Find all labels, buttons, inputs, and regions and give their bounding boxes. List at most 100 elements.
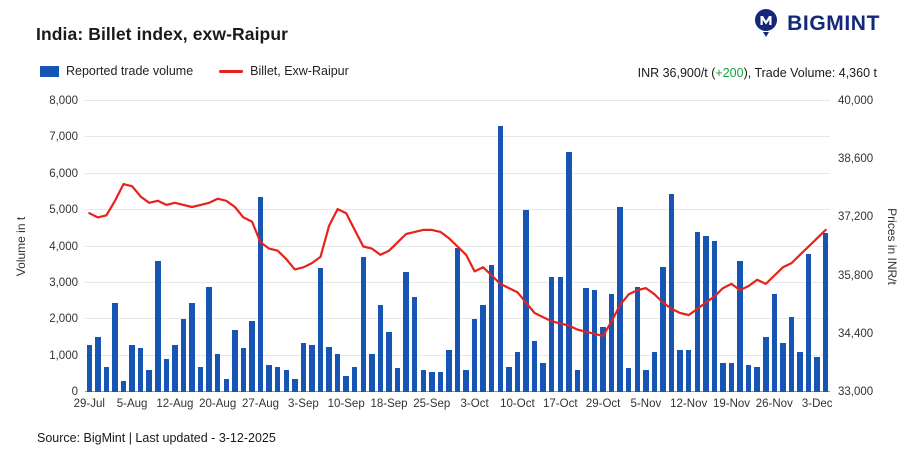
volume-bar[interactable] xyxy=(651,352,658,392)
volume-bar[interactable] xyxy=(728,362,735,392)
volume-bar[interactable] xyxy=(394,368,401,392)
volume-bar[interactable] xyxy=(600,326,606,392)
volume-bar[interactable] xyxy=(608,293,615,392)
brand-logo: BIGMINT xyxy=(752,8,880,40)
volume-bar[interactable] xyxy=(814,357,820,392)
x-tick-label: 17-Oct xyxy=(543,398,578,410)
volume-bar[interactable] xyxy=(446,350,452,392)
volume-bar[interactable] xyxy=(454,248,461,392)
volume-bar[interactable] xyxy=(146,370,152,392)
volume-bar[interactable] xyxy=(429,372,435,392)
volume-bar[interactable] xyxy=(120,381,127,392)
volume-bar[interactable] xyxy=(249,321,255,392)
volume-bar[interactable] xyxy=(668,193,675,392)
volume-bar[interactable] xyxy=(283,370,289,392)
volume-bar[interactable] xyxy=(506,366,512,392)
volume-bar[interactable] xyxy=(334,353,341,392)
volume-bar[interactable] xyxy=(274,366,281,392)
volume-bar[interactable] xyxy=(617,206,623,392)
volume-bar[interactable] xyxy=(540,362,546,392)
x-tick-label: 12-Aug xyxy=(156,398,194,410)
volume-bar[interactable] xyxy=(514,352,521,392)
volume-bar[interactable] xyxy=(317,268,324,392)
volume-bar[interactable] xyxy=(309,344,315,392)
volume-bar[interactable] xyxy=(206,286,212,392)
volume-bar[interactable] xyxy=(626,368,632,392)
volume-bar[interactable] xyxy=(566,151,572,392)
volume-bar[interactable] xyxy=(137,348,144,392)
x-tick-label: 20-Aug xyxy=(199,398,237,410)
volume-bar[interactable] xyxy=(95,337,101,392)
x-tick-label: 27-Aug xyxy=(241,398,280,410)
volume-bar[interactable] xyxy=(103,366,110,392)
volume-bar[interactable] xyxy=(591,290,598,392)
price-line[interactable] xyxy=(88,182,827,337)
volume-bar[interactable] xyxy=(172,344,178,392)
volume-bar[interactable] xyxy=(411,297,418,392)
volume-bar[interactable] xyxy=(197,366,204,392)
volume-bar[interactable] xyxy=(86,344,92,392)
volume-bar[interactable] xyxy=(711,241,718,392)
volume-bar[interactable] xyxy=(129,344,135,392)
x-tick-label: 12-Nov xyxy=(670,398,708,410)
volume-bar[interactable] xyxy=(437,372,444,392)
volume-bar[interactable] xyxy=(471,319,478,392)
volume-bar[interactable] xyxy=(703,235,709,392)
volume-bar[interactable] xyxy=(694,231,700,392)
volume-bar[interactable] xyxy=(771,293,778,392)
volume-bar[interactable] xyxy=(805,253,812,392)
volume-bar[interactable] xyxy=(257,197,264,392)
volume-bar[interactable] xyxy=(780,342,786,392)
volume-bar[interactable] xyxy=(377,304,384,392)
volume-bar[interactable] xyxy=(583,288,589,392)
volume-bar[interactable] xyxy=(788,317,795,392)
volume-bar[interactable] xyxy=(112,302,118,392)
y-right-tick-label: 33,000 xyxy=(838,386,874,398)
volume-bar[interactable] xyxy=(292,379,298,392)
volume-bar[interactable] xyxy=(360,257,367,392)
volume-bar[interactable] xyxy=(634,286,641,392)
volume-bar[interactable] xyxy=(660,266,666,392)
volume-bar[interactable] xyxy=(420,370,426,392)
legend-item-volume[interactable]: Reported trade volume xyxy=(40,64,193,78)
volume-bar[interactable] xyxy=(574,370,581,392)
volume-bar[interactable] xyxy=(822,233,829,392)
volume-bar[interactable] xyxy=(497,126,504,392)
volume-bar[interactable] xyxy=(163,359,170,392)
volume-bar[interactable] xyxy=(155,261,161,392)
volume-bar[interactable] xyxy=(720,362,726,392)
volume-bar[interactable] xyxy=(240,348,247,392)
volume-bar[interactable] xyxy=(343,375,349,392)
volume-bar[interactable] xyxy=(352,366,358,392)
volume-bar[interactable] xyxy=(403,271,409,392)
y-right-tick-label: 34,400 xyxy=(838,327,874,340)
brand-icon xyxy=(755,9,778,37)
volume-bar[interactable] xyxy=(266,364,272,392)
volume-bar[interactable] xyxy=(232,330,238,392)
legend-item-price[interactable]: Billet, Exw-Raipur xyxy=(219,64,349,78)
volume-bar[interactable] xyxy=(463,370,469,392)
volume-bar[interactable] xyxy=(300,342,307,392)
volume-bar[interactable] xyxy=(548,277,555,392)
volume-bar[interactable] xyxy=(754,366,760,392)
volume-bar[interactable] xyxy=(531,341,538,392)
x-tick-label: 3-Dec xyxy=(801,398,833,410)
volume-bar[interactable] xyxy=(677,350,683,392)
volume-bar[interactable] xyxy=(189,302,195,392)
volume-bar[interactable] xyxy=(557,277,563,392)
volume-bar[interactable] xyxy=(737,261,743,392)
volume-bar[interactable] xyxy=(180,319,187,392)
volume-bar[interactable] xyxy=(489,264,495,392)
volume-bar[interactable] xyxy=(643,370,649,392)
volume-bar[interactable] xyxy=(386,331,392,392)
volume-bar[interactable] xyxy=(223,379,230,392)
volume-bar[interactable] xyxy=(326,346,332,392)
volume-bar[interactable] xyxy=(685,350,692,392)
volume-bar[interactable] xyxy=(763,337,769,392)
volume-bar[interactable] xyxy=(480,304,486,392)
volume-bar[interactable] xyxy=(745,364,752,392)
volume-bar[interactable] xyxy=(214,353,221,392)
volume-bar[interactable] xyxy=(369,353,375,392)
volume-bar[interactable] xyxy=(797,352,803,392)
